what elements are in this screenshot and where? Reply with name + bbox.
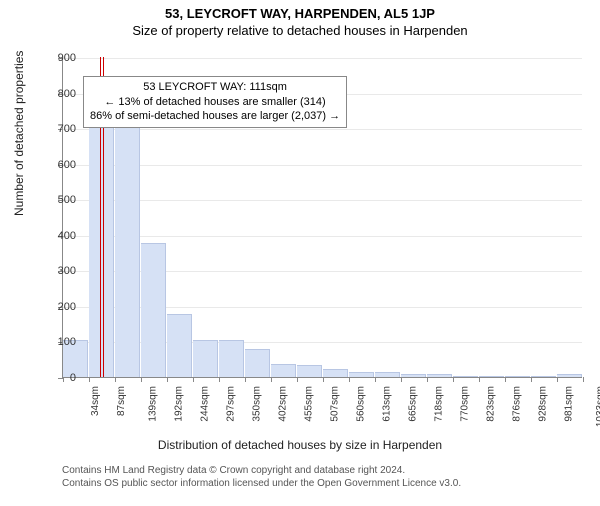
gridline [63,236,582,237]
xtick-mark [479,377,480,382]
annotation-line: 86% of semi-detached houses are larger (… [90,109,340,124]
xtick-mark [453,377,454,382]
xtick-mark [219,377,220,382]
gridline [63,58,582,59]
xtick-mark [115,377,116,382]
histogram-bar [193,340,218,377]
histogram-bar [427,374,452,377]
xtick-mark [401,377,402,382]
xtick-label: 87sqm [116,386,127,416]
xtick-label: 192sqm [174,386,185,422]
xtick-mark [531,377,532,382]
histogram-bar [531,376,556,377]
histogram-bar [479,376,504,377]
xtick-label: 139sqm [147,386,158,422]
xtick-mark [167,377,168,382]
plot-region: 34sqm87sqm139sqm192sqm244sqm297sqm350sqm… [62,58,582,378]
ytick-label: 700 [42,123,76,135]
ytick-label: 900 [42,52,76,64]
histogram-bar [375,372,400,377]
xtick-label: 507sqm [329,386,340,422]
ytick-label: 200 [42,301,76,313]
xtick-mark [245,377,246,382]
xtick-mark [375,377,376,382]
xtick-label: 665sqm [407,386,418,422]
xtick-mark [427,377,428,382]
ytick-label: 100 [42,336,76,348]
ytick-label: 0 [42,372,76,384]
attribution-footer: Contains HM Land Registry data © Crown c… [62,464,461,490]
ytick-label: 800 [42,88,76,100]
y-axis-label: Number of detached properties [12,51,26,216]
xtick-label: 613sqm [382,386,393,422]
subtitle: Size of property relative to detached ho… [0,23,600,38]
histogram-bar [297,365,322,377]
histogram-bar [89,125,114,377]
annotation-box: 53 LEYCROFT WAY: 111sqm← 13% of detached… [83,76,347,129]
xtick-label: 770sqm [459,386,470,422]
annotation-line: ← 13% of detached houses are smaller (31… [90,95,340,110]
xtick-label: 823sqm [486,386,497,422]
xtick-mark [505,377,506,382]
xtick-mark [193,377,194,382]
gridline [63,165,582,166]
histogram-bar [453,376,478,377]
x-axis-label: Distribution of detached houses by size … [0,438,600,452]
footer-line-1: Contains HM Land Registry data © Crown c… [62,464,461,477]
xtick-label: 928sqm [537,386,548,422]
histogram-bar [323,369,348,377]
xtick-label: 455sqm [304,386,315,422]
xtick-mark [271,377,272,382]
xtick-mark [349,377,350,382]
histogram-bar [245,349,270,377]
histogram-bar [219,340,244,377]
xtick-label: 402sqm [277,386,288,422]
histogram-bar [349,372,374,377]
footer-line-2: Contains OS public sector information li… [62,477,461,490]
ytick-label: 500 [42,194,76,206]
histogram-bar [115,122,140,377]
gridline [63,129,582,130]
xtick-label: 718sqm [434,386,445,422]
xtick-mark [323,377,324,382]
xtick-label: 981sqm [564,386,575,422]
xtick-mark [89,377,90,382]
histogram-bar [167,314,192,377]
xtick-mark [297,377,298,382]
address-title: 53, LEYCROFT WAY, HARPENDEN, AL5 1JP [0,6,600,21]
chart-area: 34sqm87sqm139sqm192sqm244sqm297sqm350sqm… [62,58,582,418]
xtick-label: 560sqm [356,386,367,422]
histogram-bar [141,243,166,377]
xtick-label: 244sqm [199,386,210,422]
gridline [63,200,582,201]
xtick-label: 876sqm [512,386,523,422]
histogram-bar [401,374,426,377]
histogram-bar [271,364,296,377]
xtick-label: 297sqm [226,386,237,422]
annotation-line: 53 LEYCROFT WAY: 111sqm [90,80,340,95]
ytick-label: 300 [42,265,76,277]
xtick-label: 350sqm [252,386,263,422]
histogram-bar [505,376,530,377]
xtick-mark [557,377,558,382]
xtick-mark [583,377,584,382]
histogram-bar [557,374,582,377]
xtick-mark [141,377,142,382]
ytick-label: 400 [42,230,76,242]
xtick-label: 1033sqm [595,386,600,427]
ytick-label: 600 [42,159,76,171]
xtick-label: 34sqm [90,386,101,416]
